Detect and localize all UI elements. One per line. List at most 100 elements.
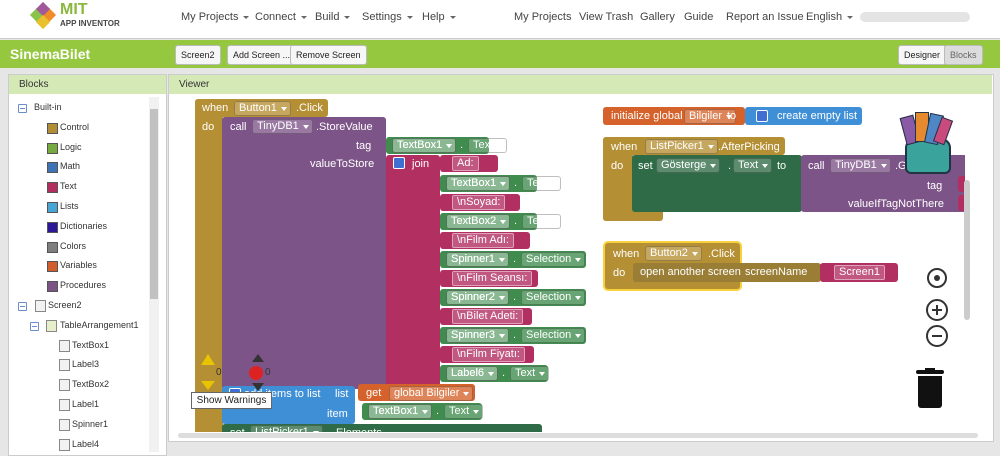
tree-item[interactable]: Label3 bbox=[72, 359, 100, 370]
toolbar-button[interactable]: Remove Screen bbox=[290, 45, 367, 65]
block[interactable] bbox=[362, 403, 482, 420]
block-dropdown[interactable]: TextBox2 bbox=[446, 214, 511, 229]
block-dropdown[interactable]: Spinner1 bbox=[446, 252, 510, 267]
string-field[interactable]: Ad: bbox=[452, 156, 479, 171]
block-dropdown[interactable]: TextBox1 bbox=[368, 404, 433, 419]
tree-item[interactable]: TextBox2 bbox=[72, 379, 110, 390]
mode-button[interactable]: Designer bbox=[898, 45, 947, 65]
tree-item[interactable]: Label1 bbox=[72, 399, 100, 409]
tree-item[interactable]: TextBox1 bbox=[72, 339, 110, 350]
tree-item[interactable]: TableArrangement1 bbox=[60, 319, 139, 330]
workspace[interactable]: when Button1 .Click do call TinyDB1 .StoreValu… bbox=[175, 97, 965, 432]
block[interactable] bbox=[440, 346, 534, 363]
tree-item[interactable]: Math bbox=[60, 161, 81, 172]
tree-collapse[interactable] bbox=[18, 302, 27, 311]
block-dropdown[interactable]: Spinner3 bbox=[446, 328, 510, 343]
user-account[interactable] bbox=[860, 12, 970, 22]
tree-item[interactable]: Text bbox=[60, 181, 77, 192]
toolbar-button[interactable]: Screen2 bbox=[175, 45, 221, 65]
block[interactable] bbox=[603, 137, 785, 155]
zoom-out[interactable] bbox=[926, 325, 948, 347]
block-dropdown[interactable]: Spinner2 bbox=[446, 290, 510, 305]
block[interactable] bbox=[440, 194, 520, 211]
block-dropdown[interactable]: Text bbox=[510, 366, 550, 381]
block[interactable] bbox=[386, 137, 489, 154]
menu-item[interactable]: Help bbox=[422, 11, 456, 23]
block-dropdown[interactable]: Text bbox=[733, 158, 773, 173]
block-dropdown[interactable]: Text bbox=[444, 404, 484, 419]
block-dropdown[interactable]: Bilgiler bbox=[684, 109, 737, 124]
block-dropdown[interactable]: TextBox2 bbox=[446, 214, 511, 229]
block[interactable] bbox=[440, 232, 530, 249]
block[interactable] bbox=[440, 308, 532, 325]
block-dropdown[interactable]: Text bbox=[522, 176, 562, 191]
zoom-in[interactable] bbox=[926, 299, 948, 321]
block[interactable] bbox=[386, 155, 440, 389]
mutator-icon[interactable] bbox=[756, 110, 768, 122]
menu-item[interactable]: Build bbox=[315, 11, 351, 23]
block[interactable] bbox=[603, 107, 745, 125]
tree-collapse[interactable] bbox=[18, 104, 27, 113]
show-warnings-button[interactable]: Show Warnings bbox=[191, 392, 272, 409]
string-field[interactable]: \nSoyad: bbox=[452, 195, 506, 210]
nav-link[interactable]: Guide bbox=[684, 11, 714, 23]
string-field[interactable]: \nFilm Adı: bbox=[452, 233, 514, 248]
mode-button[interactable]: Blocks bbox=[944, 45, 983, 65]
block-dropdown[interactable]: ListPicker1 bbox=[250, 425, 323, 432]
menu-item[interactable]: My Projects bbox=[181, 11, 250, 23]
block[interactable] bbox=[195, 99, 223, 432]
nav-link[interactable]: My Projects bbox=[514, 11, 572, 23]
block[interactable] bbox=[958, 176, 965, 192]
workspace-scrollbar-h[interactable] bbox=[178, 433, 978, 438]
toolbar-button[interactable]: Add Screen ... bbox=[227, 45, 297, 65]
block-dropdown[interactable]: TextBox1 bbox=[392, 138, 457, 153]
block[interactable] bbox=[440, 213, 537, 230]
block-dropdown[interactable]: Selection bbox=[521, 328, 586, 343]
block[interactable] bbox=[440, 289, 586, 306]
block-dropdown[interactable]: Selection bbox=[521, 252, 586, 267]
nav-link[interactable]: View Trash bbox=[579, 11, 634, 23]
block-dropdown[interactable]: TinyDB1 bbox=[830, 158, 891, 173]
mutator-icon[interactable] bbox=[393, 157, 405, 169]
block-dropdown[interactable]: Spinner3 bbox=[446, 328, 510, 343]
block-dropdown[interactable]: TextBox1 bbox=[446, 176, 511, 191]
string-field[interactable]: \nFilm Fiyatı: bbox=[452, 347, 525, 362]
tree-item[interactable]: Lists bbox=[60, 201, 79, 211]
tree-item[interactable]: Label4 bbox=[72, 438, 100, 449]
string-field[interactable]: \nFilm Seansı: bbox=[452, 271, 533, 286]
nav-link[interactable]: English bbox=[806, 11, 854, 23]
block[interactable] bbox=[632, 155, 802, 212]
tree-item[interactable]: Logic bbox=[60, 141, 82, 152]
tree-item[interactable]: Variables bbox=[60, 260, 97, 271]
block-dropdown[interactable]: Button1 bbox=[234, 101, 291, 116]
tree-collapse[interactable] bbox=[30, 321, 39, 331]
tree-item[interactable]: Colors bbox=[60, 240, 87, 251]
error-next[interactable] bbox=[252, 354, 264, 362]
block-dropdown[interactable]: Text bbox=[468, 138, 508, 153]
tree-item[interactable]: Control bbox=[60, 121, 90, 132]
error-prev[interactable] bbox=[252, 383, 264, 391]
workspace-scrollbar-v[interactable] bbox=[964, 180, 970, 320]
block-dropdown[interactable]: Spinner2 bbox=[446, 290, 510, 305]
tree-item[interactable]: Spinner1 bbox=[72, 418, 109, 429]
nav-link[interactable]: Gallery bbox=[640, 11, 675, 23]
block[interactable] bbox=[745, 107, 862, 125]
tree-scrollbar[interactable] bbox=[149, 97, 159, 452]
block-dropdown[interactable]: Button2 bbox=[645, 246, 702, 261]
warning-toggle[interactable] bbox=[201, 381, 215, 390]
block[interactable] bbox=[440, 175, 537, 192]
block[interactable] bbox=[603, 137, 633, 221]
block[interactable] bbox=[222, 117, 386, 389]
block[interactable] bbox=[358, 384, 475, 401]
tree-item[interactable]: Procedures bbox=[60, 280, 107, 291]
string-field[interactable]: \nBilet Adeti: bbox=[452, 309, 524, 324]
tree-item[interactable]: Built-in bbox=[34, 102, 62, 112]
block[interactable] bbox=[958, 195, 965, 211]
block-dropdown[interactable]: Text bbox=[522, 214, 562, 229]
center-button[interactable] bbox=[927, 268, 947, 288]
menu-item[interactable]: Connect bbox=[255, 11, 307, 23]
backpack[interactable] bbox=[897, 112, 954, 174]
block-dropdown[interactable]: TinyDB1 bbox=[252, 119, 313, 134]
tree-item[interactable]: Screen2 bbox=[48, 300, 82, 310]
block[interactable] bbox=[222, 424, 542, 432]
